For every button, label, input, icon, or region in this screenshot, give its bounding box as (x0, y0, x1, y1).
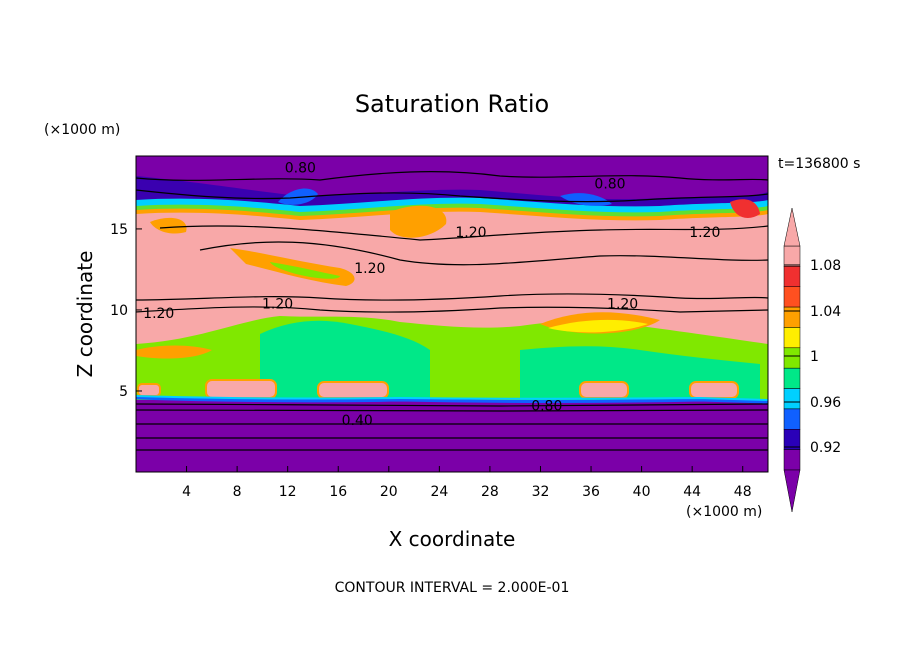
x-tick-label: 44 (683, 484, 701, 500)
colorbar-top-arrow (783, 207, 801, 247)
x-tick-label: 16 (329, 484, 347, 500)
x-tick-label: 8 (233, 484, 242, 500)
colorbar-label: 0.96 (810, 395, 841, 411)
contour-line (136, 409, 768, 412)
colorbar-label: 0.92 (810, 440, 841, 456)
x-tick-label: 40 (633, 484, 651, 500)
x-tick-label: 28 (481, 484, 499, 500)
x-tick-label: 4 (182, 484, 191, 500)
colorbar: 1.08 1.04 1 0.96 0.92 (783, 207, 841, 513)
field-streak (390, 205, 447, 238)
field-pink-pocket (579, 381, 629, 399)
field-orange-cap (548, 319, 648, 333)
colorbar-label: 1.04 (810, 304, 841, 320)
field-pink-pocket (689, 381, 739, 399)
contour-label: 0.40 (342, 413, 373, 429)
x-tick-label: 32 (532, 484, 550, 500)
colorbar-swatch (783, 408, 801, 430)
field-orange-cap (136, 345, 212, 359)
contour-label: 1.20 (607, 296, 638, 312)
field-lower-cloud-core (260, 320, 430, 400)
y-unit-label: (×1000 m) (44, 122, 120, 138)
contour-label: 1.20 (143, 306, 174, 322)
contour-field (136, 156, 768, 472)
field-base-edge (136, 395, 768, 401)
x-tick-label: 20 (380, 484, 398, 500)
y-tick-label: 15 (110, 222, 128, 238)
contour-label: 0.80 (285, 160, 316, 176)
colorbar-swatch (783, 388, 801, 410)
colorbar-swatch (783, 449, 801, 471)
field-base-edge (136, 396, 768, 404)
x-tick-label: 24 (430, 484, 448, 500)
colorbar-swatch (783, 245, 801, 267)
colorbar-swatch (783, 367, 801, 389)
field-streak (270, 262, 340, 279)
field-blue-patch (560, 193, 612, 206)
colorbar-swatch (783, 347, 801, 369)
y-tick-label: 5 (119, 384, 128, 400)
field-streak (150, 217, 187, 234)
contour-labels: 0.80 0.80 1.20 1.20 1.20 1.20 1.20 1.20 0.80 0.40 (143, 160, 720, 429)
y-tick-label: 10 (110, 303, 128, 319)
y-axis-title: Z coordinate (73, 251, 97, 378)
contour-interval-footer: CONTOUR INTERVAL = 2.000E-01 (335, 580, 570, 596)
field-blue-patch (278, 188, 318, 205)
field-pink-pocket (317, 381, 389, 399)
x-tick-label: 48 (734, 484, 752, 500)
colorbar-swatch (783, 286, 801, 308)
colorbar-swatch (783, 306, 801, 328)
colorbar-label: 1 (810, 349, 819, 365)
time-label: t=136800 s (778, 156, 860, 172)
x-tick-label: 36 (582, 484, 600, 500)
contour-line (199, 241, 768, 266)
contour-label: 0.80 (531, 399, 562, 415)
contour-label: 1.20 (354, 261, 385, 277)
contour-label: 1.20 (455, 225, 486, 241)
contour-line (159, 225, 768, 241)
plot-frame (135, 155, 769, 473)
contour-label: 0.80 (594, 177, 625, 193)
chart-title: Saturation Ratio (355, 90, 549, 118)
x-unit-label: (×1000 m) (686, 504, 762, 520)
x-tick-label: 12 (279, 484, 297, 500)
colorbar-swatch (783, 266, 801, 287)
field-streak (730, 199, 760, 218)
x-axis: 4 8 12 16 20 24 28 32 36 40 44 48 (182, 466, 752, 500)
y-axis: 5 10 15 (110, 222, 142, 400)
colorbar-swatch (783, 327, 801, 349)
field-pink-pocket (137, 383, 161, 397)
contour-line (136, 189, 768, 203)
contour-label: 1.20 (262, 296, 293, 312)
contour-line (136, 293, 768, 301)
contour-line (136, 171, 768, 181)
contour-line (136, 306, 768, 313)
contour-lines (136, 171, 768, 451)
contour-label: 1.20 (689, 225, 720, 241)
colorbar-bottom-arrow (783, 469, 801, 513)
contour-line (136, 403, 768, 407)
field-pink-pocket (205, 379, 277, 399)
x-axis-title: X coordinate (389, 527, 516, 551)
colorbar-label: 1.08 (810, 258, 841, 274)
